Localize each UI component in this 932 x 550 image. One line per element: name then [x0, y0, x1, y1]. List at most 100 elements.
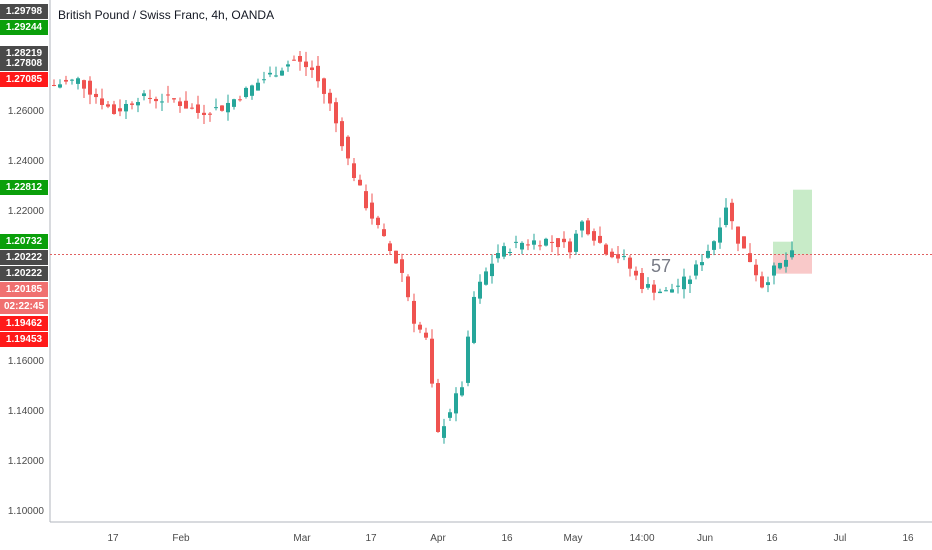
- candle-body: [292, 59, 296, 61]
- candle-body: [328, 92, 332, 104]
- candle-body: [676, 285, 680, 287]
- candle-body: [256, 82, 260, 91]
- candle-body: [178, 101, 182, 106]
- candle-body: [100, 98, 104, 105]
- candle-body: [454, 393, 458, 414]
- x-tick-label: 16: [766, 533, 778, 544]
- candle-body: [202, 112, 206, 115]
- candle-body: [394, 250, 398, 264]
- candle-body: [562, 238, 566, 243]
- chart-title: British Pound / Swiss Franc, 4h, OANDA: [58, 8, 275, 22]
- candle-body: [370, 202, 374, 219]
- candle-body: [280, 70, 284, 76]
- x-tick-label: 17: [107, 533, 119, 544]
- candle-body: [196, 104, 200, 113]
- price-label-green: 1.20732: [0, 234, 48, 249]
- candle-body: [412, 300, 416, 324]
- candle-body: [484, 271, 488, 285]
- candle-body: [574, 233, 578, 252]
- candle-body: [478, 281, 482, 299]
- candle-body: [160, 101, 164, 103]
- candle-body: [430, 338, 434, 384]
- y-tick-label: 1.10000: [8, 506, 45, 517]
- target-zone[interactable]: [793, 189, 812, 255]
- candle-body: [790, 250, 794, 258]
- candle-body: [502, 246, 506, 257]
- candle-body: [760, 276, 764, 288]
- candle-body: [586, 220, 590, 235]
- candle-body: [232, 99, 236, 107]
- candle-body: [520, 242, 524, 250]
- axis-frame: [49, 0, 932, 523]
- candle-body: [52, 85, 56, 86]
- candle-body: [580, 221, 584, 231]
- price-label-green: 1.29244: [0, 20, 48, 35]
- candle-body: [154, 98, 158, 102]
- price-label-green: 1.22812: [0, 180, 48, 195]
- candle-body: [382, 229, 386, 237]
- candle-body: [322, 78, 326, 94]
- candle-body: [88, 80, 92, 95]
- y-tick-label: 1.26000: [8, 106, 45, 117]
- candle-body: [772, 265, 776, 276]
- candle-body: [544, 238, 548, 246]
- candle-body: [58, 84, 62, 88]
- candle-body: [628, 257, 632, 269]
- price-label-dark: 1.29798: [0, 4, 48, 19]
- price-label-pink: 02:22:45: [0, 299, 48, 314]
- candle-body: [460, 387, 464, 396]
- y-tick-label: 1.14000: [8, 406, 45, 417]
- candle-body: [262, 79, 266, 81]
- candle-body: [466, 336, 470, 383]
- candle-body: [238, 99, 242, 101]
- candle-body: [244, 87, 248, 98]
- candle-body: [208, 113, 212, 115]
- x-tick-label: 16: [902, 533, 914, 544]
- candle-body: [616, 254, 620, 259]
- candle-body: [754, 264, 758, 276]
- x-tick-label: Feb: [172, 533, 190, 544]
- candle-body: [718, 227, 722, 243]
- candle-body: [340, 121, 344, 147]
- y-tick-label: 1.12000: [8, 456, 45, 467]
- candle-body: [406, 276, 410, 298]
- candle-body: [376, 217, 380, 226]
- target-zone-lower[interactable]: [773, 241, 793, 255]
- candle-body: [286, 64, 290, 67]
- candle-body: [142, 93, 146, 97]
- candle-body: [352, 163, 356, 178]
- candle-body: [658, 291, 662, 294]
- candles-group: [52, 51, 794, 444]
- x-tick-label: May: [564, 533, 583, 544]
- price-label-dark: 1.20222: [0, 250, 48, 265]
- candle-body: [418, 324, 422, 330]
- candle-body: [526, 244, 530, 246]
- candle-body: [778, 262, 782, 269]
- x-tick-label: 16: [501, 533, 513, 544]
- candle-body: [532, 240, 536, 245]
- candle-body: [316, 65, 320, 82]
- candle-body: [652, 284, 656, 293]
- candle-body: [766, 282, 770, 286]
- stop-zone[interactable]: [773, 254, 812, 274]
- candle-body: [712, 241, 716, 250]
- candle-body: [670, 289, 674, 293]
- candle-body: [436, 383, 440, 432]
- candle-body: [634, 270, 638, 276]
- candle-body: [334, 102, 338, 124]
- candle-body: [94, 93, 98, 98]
- candle-body: [610, 251, 614, 258]
- long-position-tool[interactable]: [773, 189, 812, 274]
- x-tick-label: 14:00: [629, 533, 654, 544]
- candle-body: [388, 243, 392, 251]
- candle-body: [724, 207, 728, 226]
- candle-body: [742, 236, 746, 249]
- candle-body: [358, 179, 362, 186]
- price-label-pink: 1.20185: [0, 282, 48, 297]
- x-tick-label: 17: [365, 533, 377, 544]
- x-tick-label: Jul: [834, 533, 847, 544]
- price-label-red: 1.19453: [0, 332, 48, 347]
- candle-body: [682, 276, 686, 290]
- candle-body: [226, 102, 230, 113]
